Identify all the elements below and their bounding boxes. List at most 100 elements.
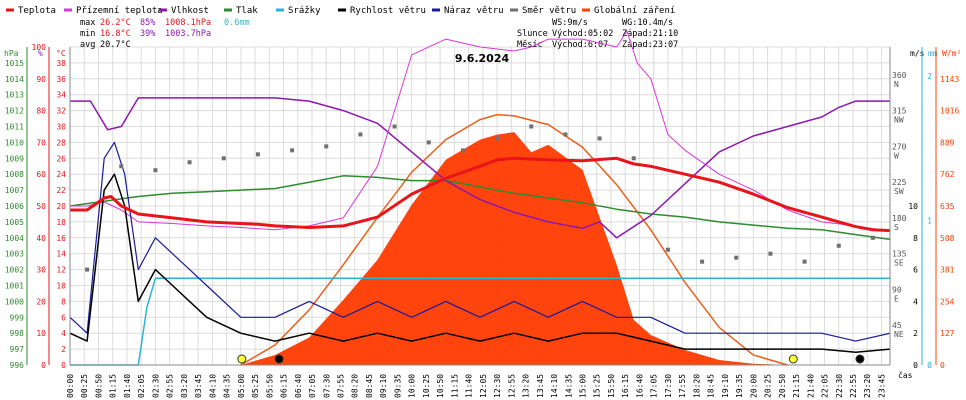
x-tick-label: 22:05 xyxy=(821,374,830,398)
x-tick-label: 17:05 xyxy=(650,374,659,398)
x-tick-label: 13:20 xyxy=(522,374,531,398)
x-tick-label: 20:50 xyxy=(778,374,787,398)
stat-max-label: max xyxy=(80,18,95,28)
tick-humidity: 30 xyxy=(36,266,46,275)
tick-pressure: 1000 xyxy=(5,297,24,306)
wind-direction-point xyxy=(290,148,295,153)
series-line-wind xyxy=(69,173,891,354)
tick-temperature: 12 xyxy=(56,266,66,275)
tick-direction-deg: 315 xyxy=(892,107,907,116)
x-tick-label: 01:40 xyxy=(123,374,132,398)
x-tick-label: 03:45 xyxy=(194,374,203,398)
tick-direction-name: N xyxy=(894,80,899,89)
tick-pressure: 1007 xyxy=(5,186,24,195)
x-tick-label: 20:00 xyxy=(749,374,758,398)
tick-wind: 2 xyxy=(913,329,918,338)
tick-wind: 10 xyxy=(908,202,918,211)
sun-moon-marker xyxy=(788,354,798,364)
tick-rain: 1 xyxy=(927,216,932,225)
tick-temperature: 26 xyxy=(56,154,66,163)
tick-direction-deg: 360 xyxy=(892,71,907,80)
x-tick-label: 18:20 xyxy=(692,374,701,398)
x-tick-label: 01:15 xyxy=(109,374,118,398)
tick-temperature: 32 xyxy=(56,107,66,116)
tick-humidity: 10 xyxy=(36,329,46,338)
wind-direction-point xyxy=(119,164,124,169)
tick-temperature: 30 xyxy=(56,123,66,132)
wind-direction-point xyxy=(870,235,875,240)
tick-pressure: 997 xyxy=(10,345,25,354)
x-tick-label: 03:20 xyxy=(180,374,189,398)
radiation-layer xyxy=(240,113,788,366)
x-tick-label: 20:25 xyxy=(764,374,773,398)
wind-direction-point xyxy=(802,259,807,264)
chart-title: 9.6.2024 xyxy=(455,52,510,65)
legend-label: Vlhkost xyxy=(171,6,209,16)
stat-max-hum: 85% xyxy=(140,18,155,28)
x-tick-label: 10:50 xyxy=(436,374,445,398)
x-tick-label: 04:35 xyxy=(223,374,232,398)
x-tick-label: 23:45 xyxy=(877,374,886,398)
x-tick-label: 00:50 xyxy=(94,374,103,398)
wind-direction-point xyxy=(734,255,739,260)
tick-pressure: 1014 xyxy=(5,75,24,84)
x-tick-label: 08:20 xyxy=(351,374,360,398)
tick-temperature: 22 xyxy=(56,186,66,195)
wind-direction-point xyxy=(324,144,329,149)
tick-pressure: 1015 xyxy=(5,59,24,68)
tick-wind: 8 xyxy=(913,234,918,243)
tick-humidity: 60 xyxy=(36,170,46,179)
tick-humidity: 70 xyxy=(36,138,46,147)
stat-avg-label: avg xyxy=(80,40,95,50)
stat-min-label: min xyxy=(80,29,95,39)
series-line-press xyxy=(69,175,891,241)
tick-radiation: 508 xyxy=(940,234,955,243)
stat-min-hum: 39% xyxy=(140,29,155,39)
series-line-ground xyxy=(70,30,891,232)
axis-unit-wind: m/s xyxy=(910,49,925,58)
x-tick-label: 22:30 xyxy=(835,374,844,398)
wind-direction-point xyxy=(700,259,705,264)
wind-direction-point xyxy=(426,140,431,145)
sun-rise: Východ:05:02 xyxy=(552,29,613,39)
stat-max-press: 1008.1hPa xyxy=(165,18,211,28)
x-tick-label: 21:15 xyxy=(792,374,801,398)
wind-direction-point xyxy=(665,247,670,252)
moon-label: Měsíc xyxy=(517,40,543,50)
tick-humidity: 50 xyxy=(36,202,46,211)
sun-moon-marker xyxy=(274,354,284,364)
wind-direction-point xyxy=(460,148,465,153)
tick-pressure: 998 xyxy=(10,329,25,338)
tick-pressure: 1002 xyxy=(5,266,24,275)
x-tick-label: 17:30 xyxy=(664,374,673,398)
tick-pressure: 996 xyxy=(10,361,25,370)
wind-direction-point xyxy=(255,152,260,157)
tick-humidity: 100 xyxy=(32,43,47,52)
sun-moon-marker xyxy=(237,354,247,364)
x-tick-label: 10:00 xyxy=(408,374,417,398)
sun-moon-info: WS:9m/s WG:10.4m/s Slunce Východ:05:02 Z… xyxy=(517,18,678,50)
legend-label: Tlak xyxy=(236,6,258,16)
tick-pressure: 1001 xyxy=(5,282,24,291)
tick-humidity: 90 xyxy=(36,75,46,84)
tick-temperature: 6 xyxy=(61,313,66,322)
tick-radiation: 381 xyxy=(940,266,955,275)
tick-radiation: 889 xyxy=(940,138,955,147)
tick-direction-deg: 180 xyxy=(892,214,907,223)
x-tick-label: 15:50 xyxy=(607,374,616,398)
tick-temperature: 16 xyxy=(56,234,66,243)
stats-block: max 26.2°C 85% 1008.1hPa 0.6mm min 16.8°… xyxy=(80,18,250,50)
x-tick-label: 06:15 xyxy=(280,374,289,398)
stat-min-press: 1003.7hPa xyxy=(165,29,211,39)
x-tick-label: 09:35 xyxy=(393,374,402,398)
tick-humidity: 40 xyxy=(36,234,46,243)
tick-wind: 6 xyxy=(913,266,918,275)
x-tick-label: 05:25 xyxy=(251,374,260,398)
tick-temperature: 8 xyxy=(61,297,66,306)
axis-unit-humidity: % xyxy=(38,49,43,58)
x-tick-label: 19:35 xyxy=(735,374,744,398)
wind-wg: WG:10.4m/s xyxy=(622,18,673,28)
axis-unit-rain: mm xyxy=(928,49,938,58)
series-layer xyxy=(69,30,891,366)
tick-temperature: 38 xyxy=(56,59,66,68)
